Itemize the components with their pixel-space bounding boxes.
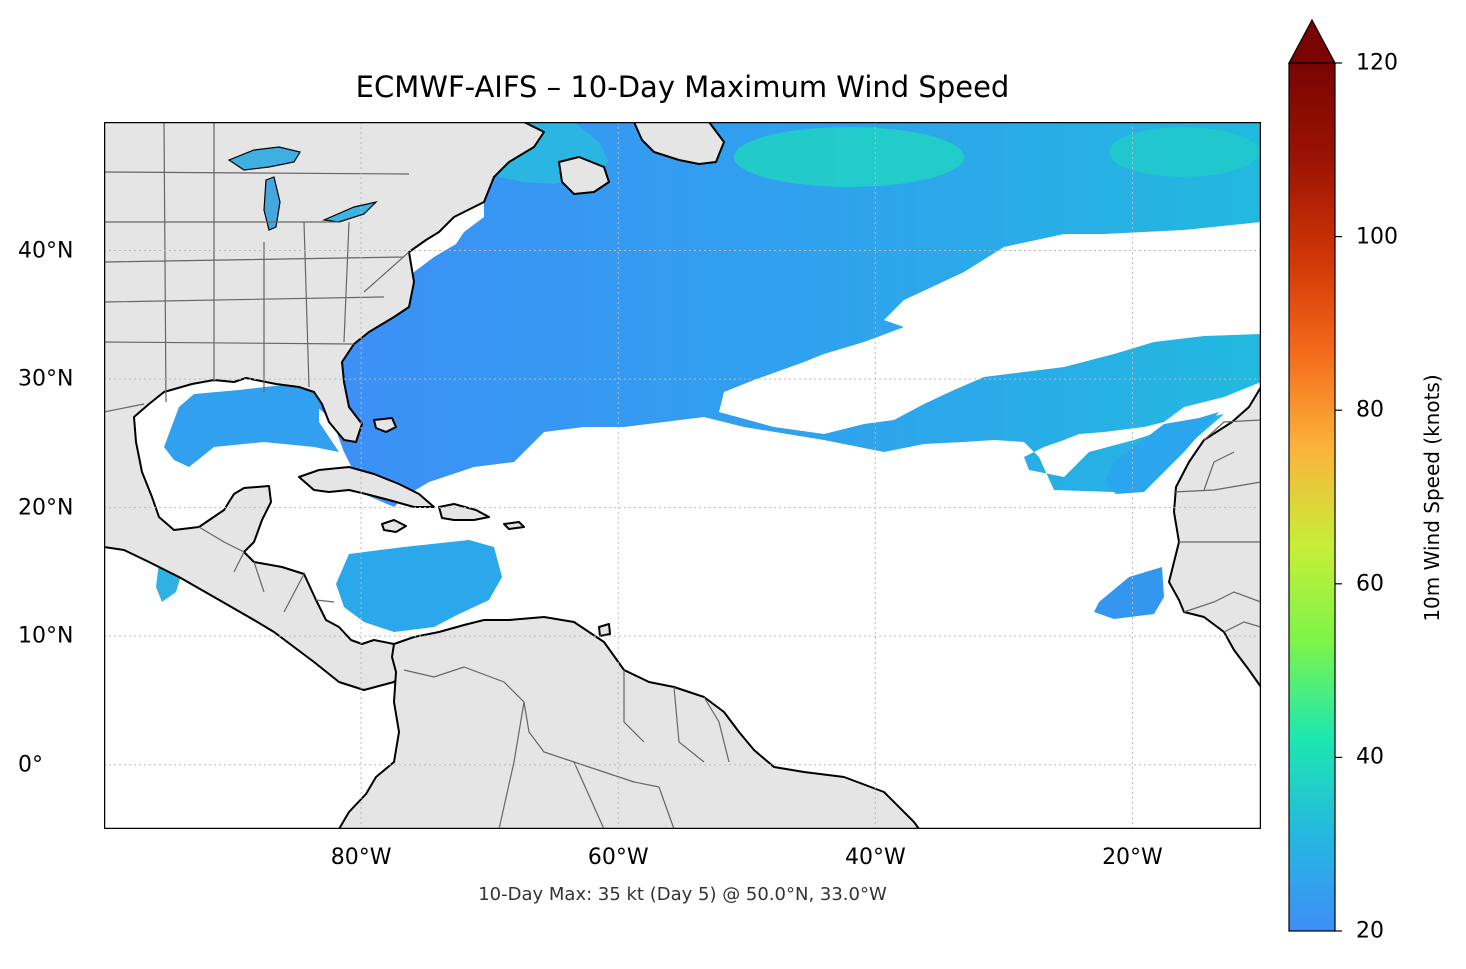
wind-max-area (734, 127, 964, 187)
max-wind-footnote: 10-Day Max: 35 kt (Day 5) @ 50.0°N, 33.0… (478, 884, 887, 905)
africa-borders (1173, 419, 1261, 633)
wind-swath-main (300, 122, 1261, 507)
x-tick-label-3: 20°W (1102, 845, 1163, 870)
land-newfoundland (558, 156, 610, 195)
colorbar-tick-label-1: 100 (1356, 224, 1398, 250)
x-tick-label-2: 40°W (844, 845, 906, 870)
land-jamaica (381, 519, 407, 533)
x-tick-label-1: 60°W (587, 845, 649, 870)
land-hispaniola (438, 503, 490, 521)
land-trinidad (598, 623, 611, 637)
wind-high-area (1109, 127, 1259, 177)
chart-title: ECMWF-AIFS – 10-Day Maximum Wind Speed (355, 70, 1010, 104)
colorbar-tick-label-4: 40 (1356, 744, 1384, 770)
colorbar-tick-marks (1335, 62, 1342, 932)
land-africa (1168, 386, 1261, 688)
map-border (104, 122, 1261, 829)
inner-features (104, 122, 1261, 829)
colorbar-tick-label-0: 120 (1356, 50, 1398, 76)
colorbar (1287, 18, 1342, 932)
map-plot-area (104, 122, 1261, 829)
colorbar-tick-label-3: 60 (1356, 571, 1384, 597)
great-lake-michigan (263, 176, 281, 231)
wind-swath-cape-verde (1094, 567, 1164, 619)
colorbar-extend-arrow (1287, 18, 1337, 64)
y-tick-label-1: 30°N (18, 366, 74, 392)
land-bahamas-1 (373, 417, 397, 433)
south-america-borders (403, 666, 730, 829)
y-tick-label-4: 0° (18, 752, 43, 778)
y-tick-label-0: 40°N (18, 238, 74, 264)
colorbar-label: 10m Wind Speed (knots) (1420, 374, 1444, 622)
colorbar-gradient (1288, 62, 1336, 932)
us-state-borders (104, 122, 410, 403)
land-cuba (298, 466, 435, 508)
colorbar-tick-label-5: 20 (1356, 918, 1384, 944)
y-tick-label-3: 10°N (18, 623, 74, 649)
great-lake-superior (227, 146, 301, 171)
land-puerto-rico (503, 521, 525, 530)
y-tick-label-2: 20°N (18, 495, 74, 521)
mexico-borders (104, 403, 335, 613)
wind-swath-gulf (164, 384, 339, 467)
land-greenland-canada (633, 122, 725, 165)
colorbar-tick-label-2: 80 (1356, 397, 1384, 423)
wind-swath-caribbean (336, 540, 502, 632)
x-tick-label-0: 80°W (330, 845, 392, 870)
